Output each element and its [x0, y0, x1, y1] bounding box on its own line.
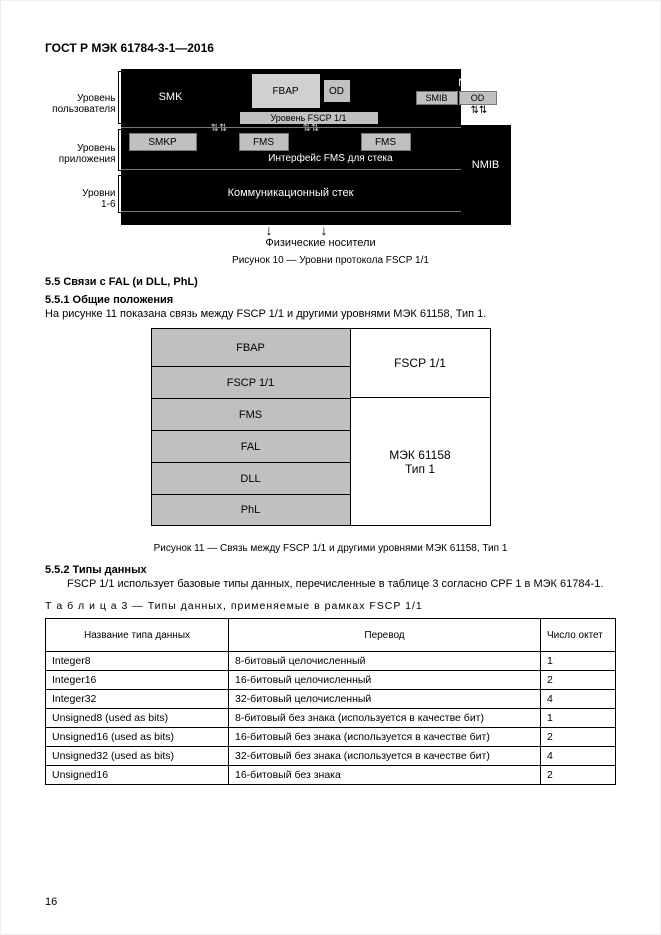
- table-cell: Integer32: [46, 690, 229, 709]
- fig11-left-col: FBAP FSCP 1/1 FMS FAL DLL PhL: [151, 328, 351, 526]
- layer-fms: FMS: [151, 398, 351, 430]
- table-cell: 16-битовый без знака: [229, 766, 541, 785]
- comm-stack-label: Коммуникационный стек: [181, 187, 401, 199]
- table-cell: 2: [541, 728, 616, 747]
- fms-left-box: FMS: [239, 133, 289, 151]
- divider: [121, 127, 461, 128]
- layer-phl: PhL: [151, 494, 351, 526]
- section-5-5-2-title: 5.5.2 Типы данных: [45, 564, 616, 576]
- figure-10: Уровеньпользователя Уровеньприложения Ур…: [121, 69, 541, 249]
- table-cell: 1: [541, 709, 616, 728]
- col-header-octets: Число октет: [541, 619, 616, 652]
- table-cell: Unsigned32 (used as bits): [46, 747, 229, 766]
- layer-dll: DLL: [151, 462, 351, 494]
- figure-10-caption: Рисунок 10 — Уровни протокола FSCP 1/1: [45, 255, 616, 266]
- table-cell: 16-битовый без знака (используется в кач…: [229, 728, 541, 747]
- table-cell: 16-битовый целочисленный: [229, 671, 541, 690]
- table-cell: Unsigned16: [46, 766, 229, 785]
- arrow-down-icon: ↓: [321, 222, 328, 238]
- page-number: 16: [45, 896, 57, 908]
- table-cell: Unsigned8 (used as bits): [46, 709, 229, 728]
- smk-label: SMK: [141, 91, 201, 103]
- od1-box: OD: [323, 79, 351, 103]
- table-header-row: Название типа данных Перевод Число октет: [46, 619, 616, 652]
- section-5-5-2-text: FSCP 1/1 использует базовые типы данных,…: [45, 578, 616, 590]
- section-5-5-title: 5.5 Связи с FAL (и DLL, PhL): [45, 276, 616, 288]
- table-row: Unsigned32 (used as bits)32-битовый без …: [46, 747, 616, 766]
- table-cell: 32-битовый без знака (используется в кач…: [229, 747, 541, 766]
- figure-11: FBAP FSCP 1/1 FMS FAL DLL PhL FSCP 1/1 М…: [151, 328, 511, 533]
- level-label-user: Уровеньпользователя: [41, 93, 116, 115]
- table-3: Название типа данных Перевод Число октет…: [45, 618, 616, 785]
- table-row: Unsigned8 (used as bits)8-битовый без зн…: [46, 709, 616, 728]
- layer-fbap: FBAP: [151, 328, 351, 366]
- arrow-down-icon: ↓: [266, 222, 273, 238]
- divider: [121, 169, 461, 170]
- table-cell: 8-битовый целочисленный: [229, 652, 541, 671]
- doc-header: ГОСТ Р МЭК 61784-3-1—2016: [45, 41, 616, 55]
- layer-fscp: FSCP 1/1: [151, 366, 351, 398]
- nma-label: NMA: [451, 77, 491, 89]
- table-row: Integer1616-битовый целочисленный2: [46, 671, 616, 690]
- table-cell: 2: [541, 671, 616, 690]
- smkp-box: SMKP: [129, 133, 197, 151]
- fms-interface-label: Интерфейс FMS для стека: [221, 153, 441, 164]
- od2-box: OD: [459, 91, 497, 105]
- section-5-5-1-title: 5.5.1 Общие положения: [45, 294, 616, 306]
- table-3-caption: Т а б л и ц а 3 — Типы данных, применяем…: [45, 600, 616, 612]
- table-cell: Integer8: [46, 652, 229, 671]
- table-row: Integer3232-битовый целочисленный4: [46, 690, 616, 709]
- table-cell: 4: [541, 690, 616, 709]
- table-row: Unsigned16 (used as bits)16-битовый без …: [46, 728, 616, 747]
- section-5-5-1-text: На рисунке 11 показана связь между FSCP …: [45, 308, 616, 320]
- fig11-right-top: FSCP 1/1: [351, 328, 491, 398]
- layer-fal: FAL: [151, 430, 351, 462]
- nmib-bg: [431, 125, 511, 225]
- col-header-translation: Перевод: [229, 619, 541, 652]
- table-cell: 4: [541, 747, 616, 766]
- table-cell: Integer16: [46, 671, 229, 690]
- table-row: Integer88-битовый целочисленный1: [46, 652, 616, 671]
- level-label-app: Уровеньприложения: [41, 143, 116, 165]
- table-cell: 1: [541, 652, 616, 671]
- table-cell: 2: [541, 766, 616, 785]
- table-cell: 8-битовый без знака (используется в каче…: [229, 709, 541, 728]
- arrow-icon: ⇅⇅: [421, 108, 438, 113]
- nmib-label: NMIB: [466, 159, 506, 171]
- table-row: Unsigned1616-битовый без знака2: [46, 766, 616, 785]
- level-label-16: Уровни1-6: [41, 188, 116, 210]
- divider: [121, 211, 461, 212]
- figure-11-caption: Рисунок 11 — Связь между FSCP 1/1 и друг…: [45, 543, 616, 554]
- col-header-name: Название типа данных: [46, 619, 229, 652]
- physical-media-label: Физические носители: [221, 237, 421, 249]
- arrow-icon: ⇅⇅: [471, 108, 488, 113]
- fms-right-box: FMS: [361, 133, 411, 151]
- fig11-right-bot: МЭК 61158Тип 1: [351, 398, 491, 526]
- table-cell: Unsigned16 (used as bits): [46, 728, 229, 747]
- table-cell: 32-битовый целочисленный: [229, 690, 541, 709]
- fbap-box: FBAP: [251, 73, 321, 109]
- smib-box: SMIB: [416, 91, 458, 105]
